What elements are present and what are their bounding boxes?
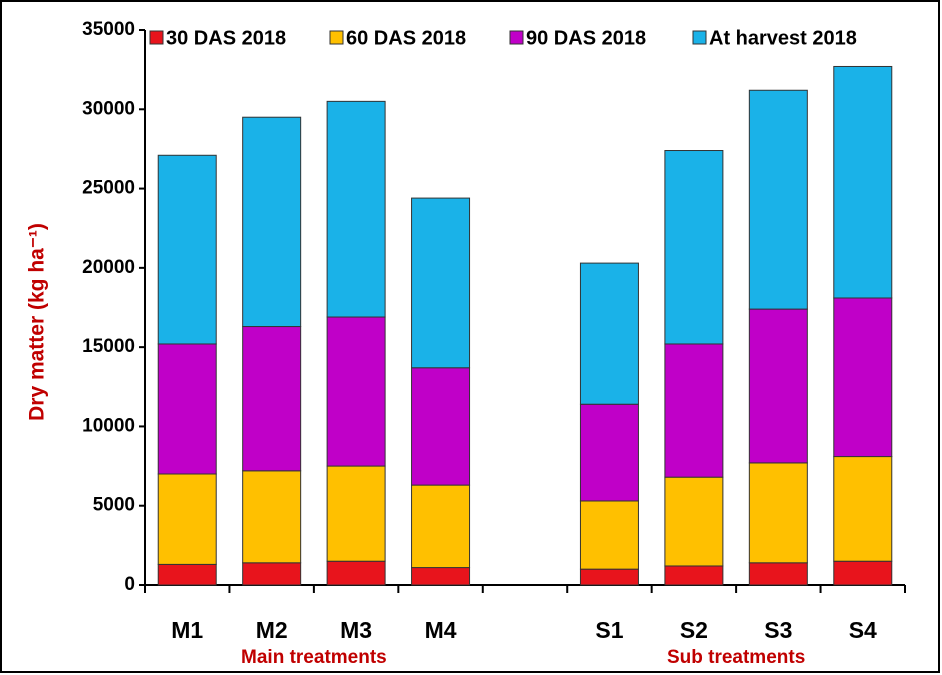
x-tick-label: M4 bbox=[425, 617, 457, 643]
y-tick-label: 25000 bbox=[82, 178, 135, 199]
bar-segment bbox=[326, 560, 386, 586]
bar-segment bbox=[242, 562, 302, 586]
bar-segment bbox=[157, 473, 217, 565]
bar-segment bbox=[748, 308, 808, 464]
bar-segment bbox=[157, 563, 217, 586]
x-tick-label: S4 bbox=[849, 617, 877, 643]
y-tick-label: 35000 bbox=[82, 19, 135, 40]
bar-segment bbox=[326, 100, 386, 318]
bar-segment bbox=[579, 568, 639, 586]
x-tick-label: S2 bbox=[680, 617, 708, 643]
bar-segment bbox=[833, 560, 893, 586]
legend-swatch bbox=[329, 30, 344, 45]
legend-label: 30 DAS 2018 bbox=[166, 27, 286, 49]
legend-label: At harvest 2018 bbox=[709, 27, 857, 49]
y-tick-label: 30000 bbox=[82, 98, 135, 119]
bar-segment bbox=[748, 562, 808, 586]
bar-segment bbox=[157, 343, 217, 475]
bar-segment bbox=[833, 65, 893, 299]
bar-segment bbox=[242, 470, 302, 564]
legend-swatch bbox=[149, 30, 164, 45]
legend-swatch bbox=[509, 30, 524, 45]
bar-segment bbox=[411, 197, 471, 369]
legend-label: 90 DAS 2018 bbox=[526, 27, 646, 49]
y-tick-label: 15000 bbox=[82, 336, 135, 357]
bar-segment bbox=[411, 484, 471, 569]
bar-segment bbox=[411, 367, 471, 486]
bar-segment bbox=[833, 456, 893, 562]
bar-segment bbox=[748, 89, 808, 310]
bar-segment bbox=[664, 343, 724, 478]
bar-segment bbox=[579, 500, 639, 570]
bar-segment bbox=[664, 476, 724, 567]
bar-segment bbox=[411, 567, 471, 586]
x-tick-label: M1 bbox=[171, 617, 203, 643]
x-tick-label: M2 bbox=[256, 617, 288, 643]
y-tick-label: 20000 bbox=[82, 257, 135, 278]
y-tick-label: 10000 bbox=[82, 415, 135, 436]
legend-label: 60 DAS 2018 bbox=[346, 27, 466, 49]
legend-swatch bbox=[692, 30, 707, 45]
bar-segment bbox=[579, 262, 639, 405]
y-axis-label: Dry matter (kg ha⁻¹) bbox=[26, 223, 49, 421]
bar-segment bbox=[157, 154, 217, 345]
bar-segment bbox=[326, 465, 386, 562]
bar-segment bbox=[833, 297, 893, 458]
bar-segment bbox=[326, 316, 386, 467]
bar-segment bbox=[579, 403, 639, 502]
group-label: Sub treatments bbox=[667, 647, 805, 668]
x-tick-label: M3 bbox=[340, 617, 372, 643]
bar-segment bbox=[242, 116, 302, 328]
bar-segment bbox=[748, 462, 808, 564]
bar-segment bbox=[242, 326, 302, 472]
bar-segment bbox=[664, 565, 724, 586]
x-tick-label: S3 bbox=[764, 617, 792, 643]
group-label: Main treatments bbox=[241, 647, 387, 668]
y-tick-label: 5000 bbox=[93, 495, 135, 516]
bar-segment bbox=[664, 150, 724, 345]
x-tick-label: S1 bbox=[595, 617, 623, 643]
y-tick-label: 0 bbox=[124, 574, 135, 595]
